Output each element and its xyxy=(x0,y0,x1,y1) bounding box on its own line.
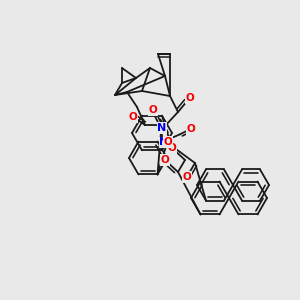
Text: O: O xyxy=(186,93,194,103)
Text: O: O xyxy=(129,112,137,122)
Text: O: O xyxy=(187,124,195,134)
Text: N: N xyxy=(158,123,166,133)
Text: O: O xyxy=(148,105,158,115)
Text: O: O xyxy=(183,172,191,182)
Text: O: O xyxy=(164,137,172,147)
Text: O: O xyxy=(168,143,176,153)
Text: O: O xyxy=(160,155,169,165)
Text: N: N xyxy=(159,137,169,147)
